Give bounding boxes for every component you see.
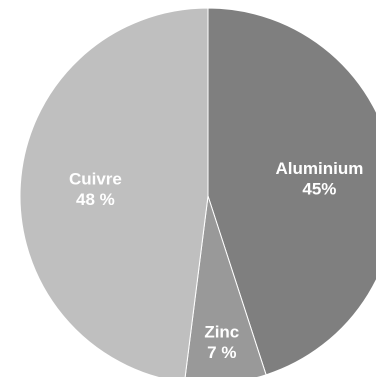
pie-slice-zinc	[184, 195, 267, 377]
pie-slice-cuivre	[19, 7, 209, 377]
data-label-value: 7 %	[207, 343, 236, 362]
data-label-category: Cuivre	[69, 170, 122, 189]
data-label-category: Aluminium	[275, 159, 363, 178]
data-label-category: Zinc	[204, 323, 239, 342]
data-label-cuivre: Cuivre 48 %	[69, 170, 122, 209]
data-label-value: 48 %	[76, 190, 115, 209]
data-label-value: 45%	[302, 180, 336, 199]
data-label-aluminium: Aluminium 45%	[275, 159, 363, 198]
pie-slice-aluminium	[207, 7, 376, 376]
data-label-zinc: Zinc 7 %	[204, 323, 239, 362]
